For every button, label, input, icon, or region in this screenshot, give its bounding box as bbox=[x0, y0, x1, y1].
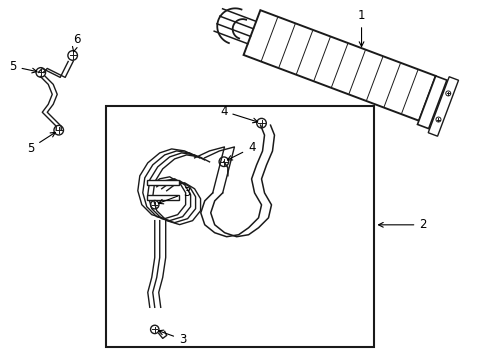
Text: 3: 3 bbox=[158, 330, 186, 346]
Text: 1: 1 bbox=[357, 9, 365, 46]
Bar bbox=[105, 106, 374, 347]
Text: 4: 4 bbox=[227, 141, 255, 160]
Polygon shape bbox=[243, 10, 435, 121]
Text: 2: 2 bbox=[378, 218, 426, 231]
Bar bbox=[146, 195, 178, 200]
Bar bbox=[146, 180, 178, 185]
Text: 5: 5 bbox=[9, 60, 37, 73]
Text: 6: 6 bbox=[72, 33, 80, 52]
Polygon shape bbox=[427, 77, 458, 136]
Polygon shape bbox=[417, 76, 446, 129]
Text: 3: 3 bbox=[158, 186, 190, 204]
Text: 4: 4 bbox=[220, 105, 257, 123]
Text: 5: 5 bbox=[27, 132, 55, 155]
